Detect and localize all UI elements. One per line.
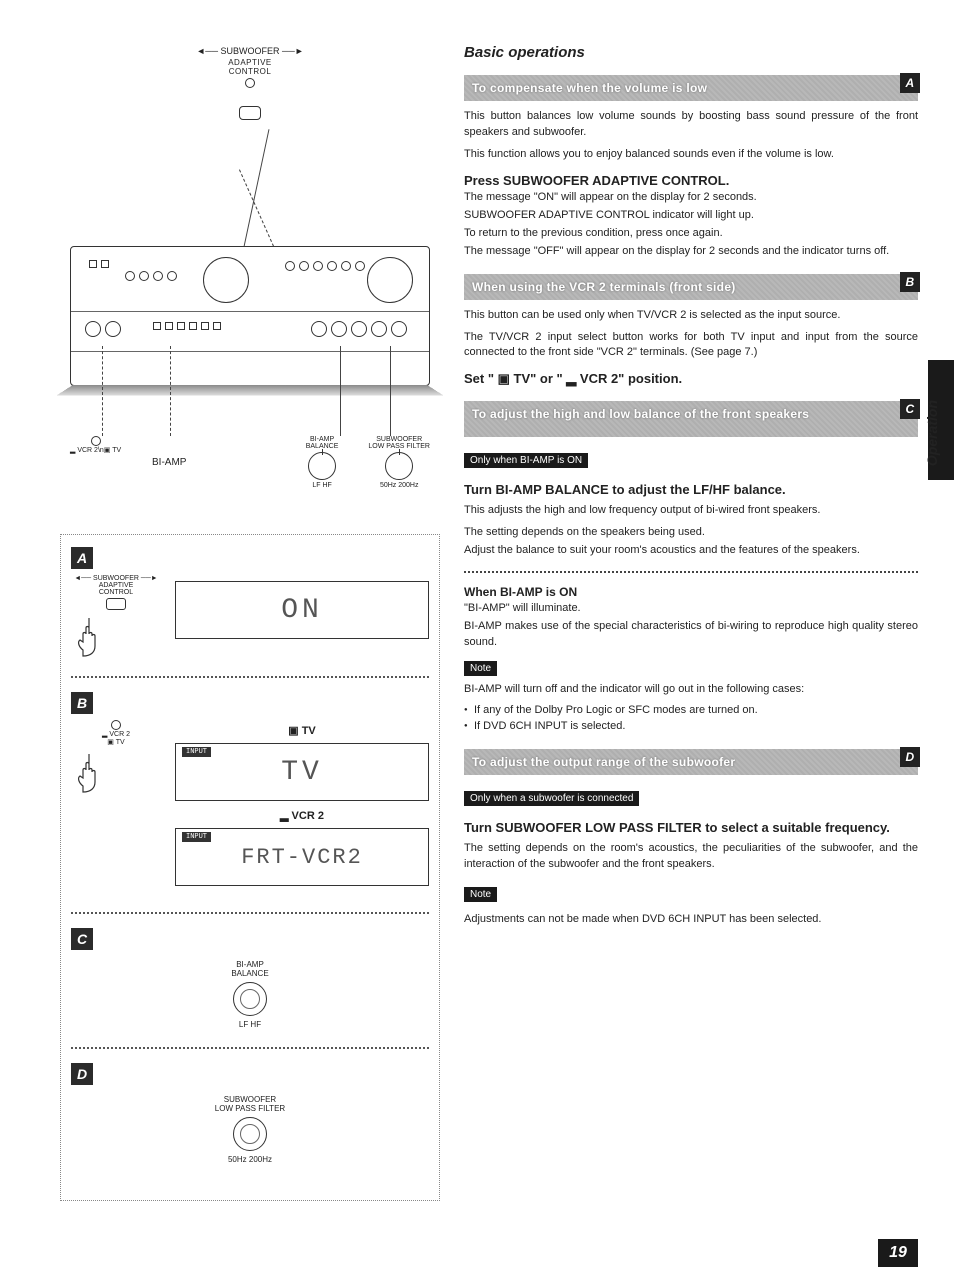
biamp-balance-knob: BI-AMP BALANCE LF HF bbox=[306, 436, 339, 489]
lcd-on: ON bbox=[175, 581, 429, 639]
instruction-heading: Turn BI-AMP BALANCE to adjust the LF/HF … bbox=[464, 482, 918, 497]
right-column: Basic operations To compensate when the … bbox=[464, 36, 918, 1201]
text: The TV/VCR 2 input select button works f… bbox=[464, 330, 918, 362]
text: SUBWOOFER ADAPTIVE CONTROL indicator wil… bbox=[464, 208, 918, 224]
heading-bar-d: To adjust the output range of the subwoo… bbox=[464, 749, 918, 775]
lcd-vcr2: INPUT FRT-VCR2 bbox=[175, 828, 429, 886]
ref-badge-a: A bbox=[900, 73, 920, 93]
instruction-heading: Press SUBWOOFER ADAPTIVE CONTROL. bbox=[464, 173, 918, 188]
text: The message "OFF" will appear on the dis… bbox=[464, 244, 918, 260]
instruction-heading: Set " ▣ TV" or " ▂ VCR 2" position. bbox=[464, 371, 918, 387]
text: The setting depends on the speakers bein… bbox=[464, 525, 918, 541]
receiver-front-panel bbox=[70, 246, 430, 386]
condition-pill: Only when a subwoofer is connected bbox=[464, 791, 639, 806]
badge-a: A bbox=[71, 547, 93, 569]
heading-bar-a: To compensate when the volume is low A bbox=[464, 75, 918, 101]
text: This function allows you to enjoy balanc… bbox=[464, 147, 918, 163]
step-d: D SUBWOOFER LOW PASS FILTER 50Hz 200Hz bbox=[71, 1063, 429, 1164]
text: This button balances low volume sounds b… bbox=[464, 109, 918, 141]
lcd-tv: INPUT TV bbox=[175, 743, 429, 801]
sub-lpf-knob: SUBWOOFER LOW PASS FILTER 50Hz 200Hz bbox=[368, 436, 430, 489]
text: This adjusts the high and low frequency … bbox=[464, 503, 918, 519]
adaptive-control-label: ADAPTIVE CONTROL bbox=[60, 58, 440, 76]
ref-badge-b: B bbox=[900, 272, 920, 292]
left-column: ◄── SUBWOOFER ──► ADAPTIVE CONTROL bbox=[60, 36, 440, 1201]
text: Adjustments can not be made when DVD 6CH… bbox=[464, 912, 918, 928]
note-pill: Note bbox=[464, 661, 497, 676]
ref-badge-d: D bbox=[900, 747, 920, 767]
bullet: If DVD 6CH INPUT is selected. bbox=[464, 718, 918, 735]
step-c: C BI-AMP BALANCE LF HF bbox=[71, 928, 429, 1029]
text: This button can be used only when TV/VCR… bbox=[464, 308, 918, 324]
condition-pill: Only when BI-AMP is ON bbox=[464, 453, 588, 468]
biamp-button-label: BI-AMP bbox=[152, 457, 186, 468]
section-title: Basic operations bbox=[464, 44, 918, 61]
badge-d: D bbox=[71, 1063, 93, 1085]
step-b: B ▂ VCR 2▣ TV ▣ TV INPUT TV bbox=[71, 692, 429, 894]
heading-bar-b: When using the VCR 2 terminals (front si… bbox=[464, 274, 918, 300]
text: The setting depends on the room's acoust… bbox=[464, 841, 918, 873]
bullet: If any of the Dolby Pro Logic or SFC mod… bbox=[464, 702, 918, 719]
subwoofer-rule: ◄── SUBWOOFER ──► bbox=[60, 46, 440, 56]
badge-c: C bbox=[71, 928, 93, 950]
instruction-heading: Turn SUBWOOFER LOW PASS FILTER to select… bbox=[464, 820, 918, 835]
hand-press-icon bbox=[71, 614, 111, 658]
side-section-label: Operation bbox=[924, 400, 940, 466]
text: BI-AMP makes use of the special characte… bbox=[464, 619, 918, 651]
vcr2-tv-switch: ▂ VCR 2\n▣ TV bbox=[70, 436, 122, 454]
note-pill: Note bbox=[464, 887, 497, 902]
page-number: 19 bbox=[878, 1239, 918, 1267]
step-a: A ◄── SUBWOOFER ──► ADAPTIVE CONTROL ON bbox=[71, 547, 429, 658]
text: The message "ON" will appear on the disp… bbox=[464, 190, 918, 206]
sub-heading: When BI-AMP is ON bbox=[464, 585, 918, 599]
text: To return to the previous condition, pre… bbox=[464, 226, 918, 242]
ref-badge-c: C bbox=[900, 399, 920, 419]
text: BI-AMP will turn off and the indicator w… bbox=[464, 682, 918, 698]
hand-press-icon bbox=[71, 750, 111, 794]
heading-bar-c: To adjust the high and low balance of th… bbox=[464, 401, 918, 437]
text: Adjust the balance to suit your room's a… bbox=[464, 543, 918, 559]
text: "BI-AMP" will illuminate. bbox=[464, 601, 918, 617]
device-illustration: ◄── SUBWOOFER ──► ADAPTIVE CONTROL bbox=[60, 46, 440, 516]
steps-panel: A ◄── SUBWOOFER ──► ADAPTIVE CONTROL ON bbox=[60, 534, 440, 1201]
badge-b: B bbox=[71, 692, 93, 714]
